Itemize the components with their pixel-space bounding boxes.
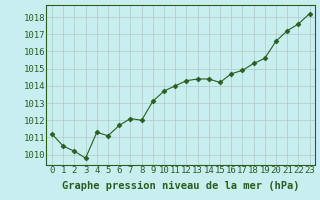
X-axis label: Graphe pression niveau de la mer (hPa): Graphe pression niveau de la mer (hPa) <box>62 181 300 191</box>
